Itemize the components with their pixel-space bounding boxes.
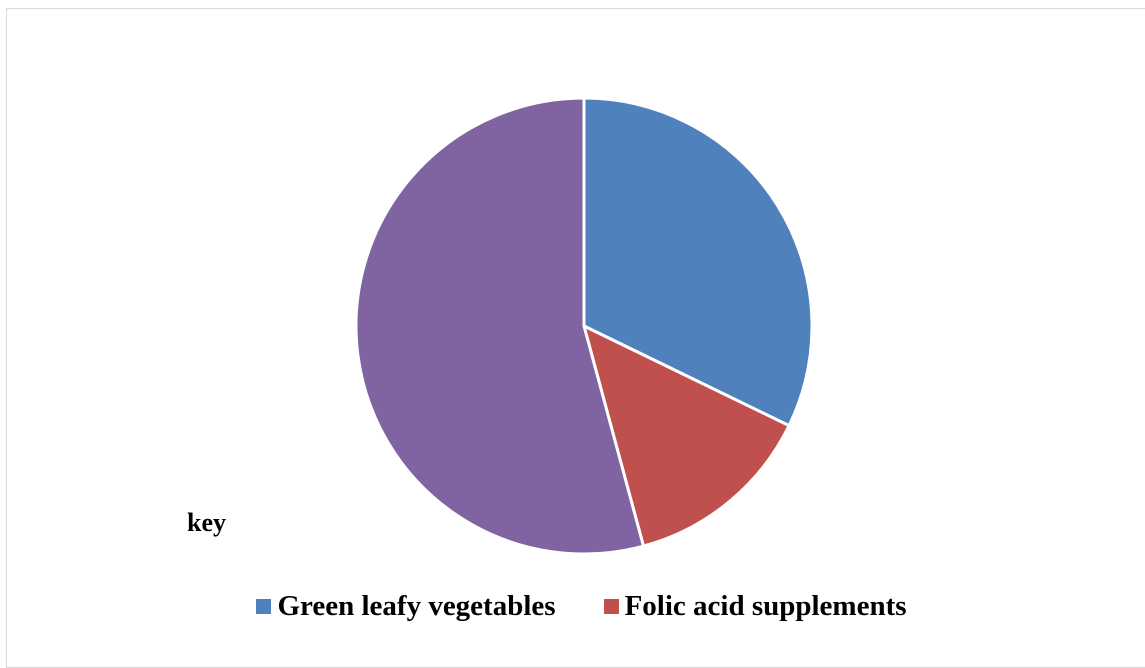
pie-slice-folic-acid-supplements xyxy=(582,324,791,548)
pie-slice-green-leafy-vegetables xyxy=(582,96,814,428)
chart-legend: Green leafy vegetables Folic acid supple… xyxy=(0,590,1145,623)
legend-swatch-folic-acid-supplements xyxy=(603,599,619,614)
legend-label-folic-acid-supplements: Folic acid supplements xyxy=(624,590,907,622)
legend-swatch-green-leafy-vegetables xyxy=(256,599,272,614)
legend-label-green-leafy-vegetables: Green leafy vegetables xyxy=(277,590,556,622)
pie-slice-unlabeled xyxy=(354,96,645,556)
key-label: key xyxy=(187,508,226,537)
legend-item-green-leafy-vegetables: Green leafy vegetables xyxy=(256,590,556,623)
pie-chart xyxy=(354,96,814,556)
legend-item-folic-acid-supplements: Folic acid supplements xyxy=(603,590,907,623)
